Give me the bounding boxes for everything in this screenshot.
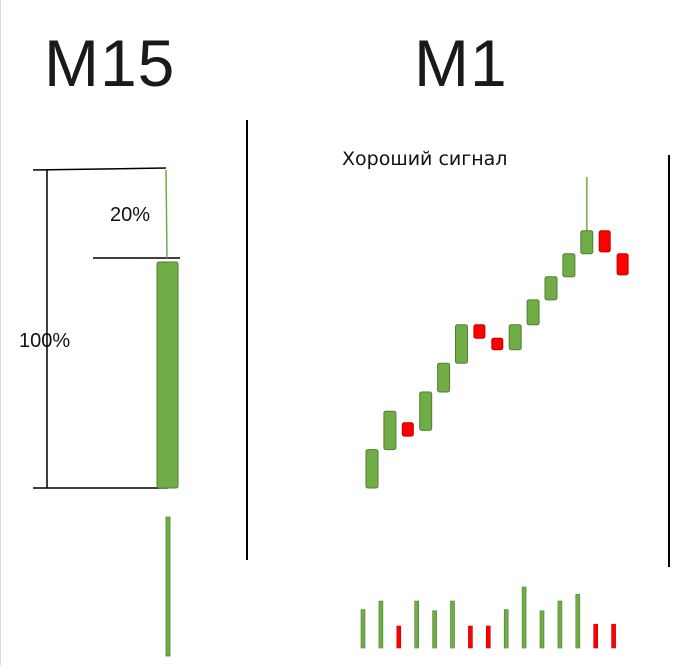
m1-volume-bar: [360, 609, 366, 649]
m1-bull-candle: [562, 253, 576, 278]
m1-bull-candle: [526, 299, 540, 326]
m1-volume-bar: [378, 600, 384, 649]
m1-volume-bar: [468, 625, 473, 649]
m1-volume-bar: [450, 600, 455, 649]
m1-bull-candle: [437, 362, 451, 393]
m1-volume-bar: [557, 600, 563, 649]
m1-bear-candle: [616, 253, 629, 276]
m1-volume-bar: [503, 609, 509, 649]
m1-volume-bar: [575, 594, 581, 649]
total-top-line: [32, 167, 167, 171]
m1-volume-bar: [485, 625, 491, 649]
m1-volume-bar: [396, 625, 402, 649]
m1-volume-bar: [432, 610, 437, 649]
m1-bull-candle: [580, 230, 594, 255]
m1-volume-bar: [593, 623, 599, 649]
m1-bull-candle: [455, 324, 468, 364]
m1-bear-candle: [598, 230, 611, 253]
total-percent-label: 100%: [19, 330, 71, 352]
wick-percent-label: 20%: [110, 204, 151, 226]
m15-upper-wick: [165, 169, 168, 259]
m1-bull-candle: [508, 324, 522, 351]
m1-volume-bar: [521, 586, 527, 649]
m1-bull-candle: [544, 276, 558, 301]
m1-volume-bar: [611, 623, 616, 649]
m1-bear-candle: [473, 324, 486, 339]
m1-bull-candle: [383, 410, 397, 451]
m1-volume-bar: [539, 610, 545, 649]
left-edge-rule: [0, 0, 1, 665]
m1-volume-bar: [414, 600, 420, 649]
m1-bear-candle: [401, 422, 414, 437]
good-signal-label: Хороший сигнал: [342, 148, 508, 170]
m1-bull-candle: [419, 391, 433, 431]
m1-bull-candle: [365, 449, 379, 489]
m1-title: M1: [414, 26, 508, 100]
m15-title: M15: [44, 26, 176, 100]
m1-bear-candle: [491, 337, 504, 351]
m15-candle-body: [156, 261, 179, 489]
m15-volume-bar: [165, 516, 171, 657]
